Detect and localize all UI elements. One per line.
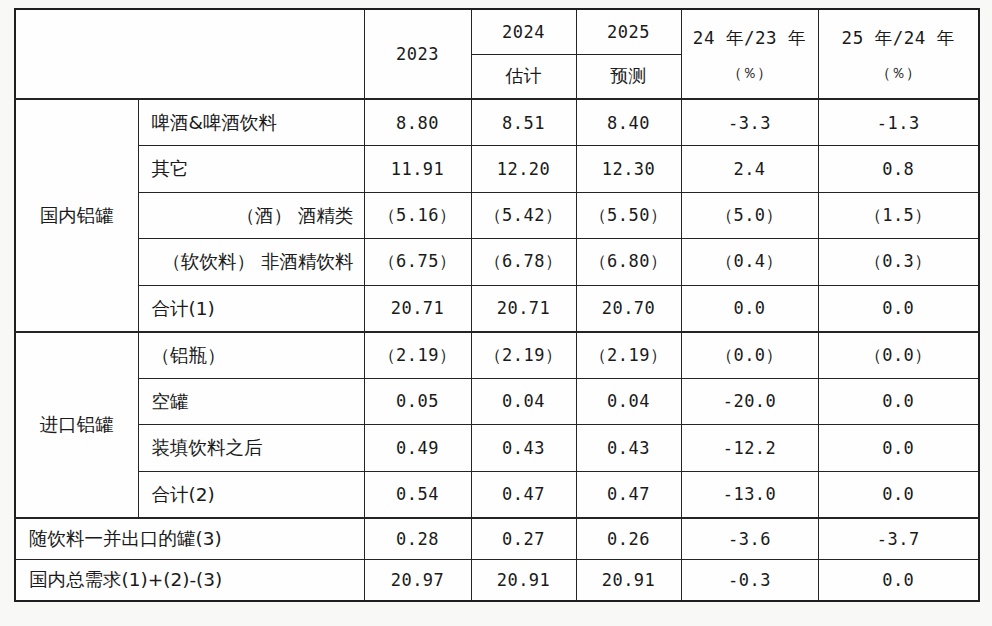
cell-value: （0.0）	[818, 332, 979, 379]
yoy-25-24-unit: （％）	[819, 64, 979, 83]
cell-value: 20.91	[576, 559, 681, 601]
row-label: 装填饮料之后	[138, 425, 364, 472]
row-label: 啤酒&啤酒饮料	[138, 99, 364, 146]
row-label: 合计(2)	[138, 471, 364, 518]
cell-value: （6.75）	[364, 239, 471, 286]
cell-value: 0.47	[576, 471, 681, 518]
yoy-24-23-unit: （％）	[682, 64, 818, 83]
cell-value: 0.04	[576, 378, 681, 425]
col-header-2023: 2023	[364, 9, 471, 99]
row-label-total-domestic-demand: 国内总需求(1)+(2)-(3)	[15, 559, 364, 601]
row-label-exported-cans: 随饮料一并出口的罐(3)	[15, 518, 364, 560]
cell-value: 20.91	[471, 559, 576, 601]
cell-value: 0.0	[818, 378, 979, 425]
cell-value: （0.3）	[818, 239, 979, 286]
cell-value: 8.51	[471, 99, 576, 146]
cell-value: （1.5）	[818, 192, 979, 239]
table-row: 合计(1) 20.71 20.71 20.70 0.0 0.0	[15, 285, 979, 332]
col-header-2025: 2025	[576, 9, 681, 54]
cell-value: 12.30	[576, 146, 681, 193]
cell-value: （2.19）	[364, 332, 471, 379]
table-row: 其它 11.91 12.20 12.30 2.4 0.8	[15, 146, 979, 193]
table-row: （酒） 酒精类 （5.16） （5.42） （5.50） （5.0） （1.5）	[15, 192, 979, 239]
cell-value: 0.0	[681, 285, 818, 332]
cell-value: 2.4	[681, 146, 818, 193]
table-row: 进口铝罐 （铝瓶） （2.19） （2.19） （2.19） （0.0） （0.…	[15, 332, 979, 379]
cell-value: 0.47	[471, 471, 576, 518]
col-subheader-2024-estimate: 估计	[471, 54, 576, 99]
cell-value: 0.26	[576, 518, 681, 560]
cell-value: 8.40	[576, 99, 681, 146]
cell-value: 0.0	[818, 285, 979, 332]
cell-value: 0.54	[364, 471, 471, 518]
table-row: （软饮料） 非酒精饮料 （6.75） （6.78） （6.80） （0.4） （…	[15, 239, 979, 286]
cell-value: 0.27	[471, 518, 576, 560]
cell-value: （2.19）	[471, 332, 576, 379]
table-row: 空罐 0.05 0.04 0.04 -20.0 0.0	[15, 378, 979, 425]
cell-value: 0.05	[364, 378, 471, 425]
cell-value: 0.49	[364, 425, 471, 472]
cell-value: （6.78）	[471, 239, 576, 286]
cell-value: 0.43	[576, 425, 681, 472]
row-label: 空罐	[138, 378, 364, 425]
cell-value: 12.20	[471, 146, 576, 193]
row-label: 合计(1)	[138, 285, 364, 332]
cell-value: （5.16）	[364, 192, 471, 239]
cell-value: 0.28	[364, 518, 471, 560]
cell-value: -20.0	[681, 378, 818, 425]
row-label: （软饮料） 非酒精饮料	[138, 239, 364, 286]
cell-value: （5.0）	[681, 192, 818, 239]
col-header-yoy-24-23: 24 年/23 年 （％）	[681, 9, 818, 99]
cell-value: （5.50）	[576, 192, 681, 239]
col-header-2024: 2024	[471, 9, 576, 54]
cell-value: -3.3	[681, 99, 818, 146]
demand-table-sheet: 2023 2024 2025 24 年/23 年 （％） 25 年/24 年 （…	[14, 8, 980, 602]
cell-value: -1.3	[818, 99, 979, 146]
cell-value: -13.0	[681, 471, 818, 518]
cell-value: -3.7	[818, 518, 979, 560]
cell-value: （0.4）	[681, 239, 818, 286]
header-row-top: 2023 2024 2025 24 年/23 年 （％） 25 年/24 年 （…	[15, 9, 979, 54]
cell-value: -3.6	[681, 518, 818, 560]
cell-value: 11.91	[364, 146, 471, 193]
table-row-summary: 随饮料一并出口的罐(3) 0.28 0.27 0.26 -3.6 -3.7	[15, 518, 979, 560]
cell-value: -12.2	[681, 425, 818, 472]
group-label-domestic: 国内铝罐	[15, 99, 138, 332]
cell-value: 20.71	[471, 285, 576, 332]
cell-value: 8.80	[364, 99, 471, 146]
cell-value: （0.0）	[681, 332, 818, 379]
table-row-summary: 国内总需求(1)+(2)-(3) 20.97 20.91 20.91 -0.3 …	[15, 559, 979, 601]
yoy-25-24-label: 25 年/24 年	[819, 26, 979, 50]
cell-value: 0.8	[818, 146, 979, 193]
cell-value: 0.0	[818, 471, 979, 518]
table-row: 装填饮料之后 0.49 0.43 0.43 -12.2 0.0	[15, 425, 979, 472]
col-subheader-2025-forecast: 预测	[576, 54, 681, 99]
table-row: 合计(2) 0.54 0.47 0.47 -13.0 0.0	[15, 471, 979, 518]
cell-value: 20.71	[364, 285, 471, 332]
row-label: （酒） 酒精类	[138, 192, 364, 239]
group-label-imported: 进口铝罐	[15, 332, 138, 518]
cell-value: 0.04	[471, 378, 576, 425]
cell-value: -0.3	[681, 559, 818, 601]
yoy-24-23-label: 24 年/23 年	[682, 26, 818, 50]
cell-value: （6.80）	[576, 239, 681, 286]
corner-cell	[15, 9, 364, 99]
table-row: 国内铝罐 啤酒&啤酒饮料 8.80 8.51 8.40 -3.3 -1.3	[15, 99, 979, 146]
row-label: 其它	[138, 146, 364, 193]
cell-value: 0.0	[818, 559, 979, 601]
cell-value: 0.43	[471, 425, 576, 472]
row-label: （铝瓶）	[138, 332, 364, 379]
cell-value: （5.42）	[471, 192, 576, 239]
cell-value: 20.70	[576, 285, 681, 332]
cell-value: （2.19）	[576, 332, 681, 379]
cell-value: 0.0	[818, 425, 979, 472]
cell-value: 20.97	[364, 559, 471, 601]
aluminum-can-demand-table: 2023 2024 2025 24 年/23 年 （％） 25 年/24 年 （…	[14, 8, 980, 602]
col-header-yoy-25-24: 25 年/24 年 （％）	[818, 9, 979, 99]
